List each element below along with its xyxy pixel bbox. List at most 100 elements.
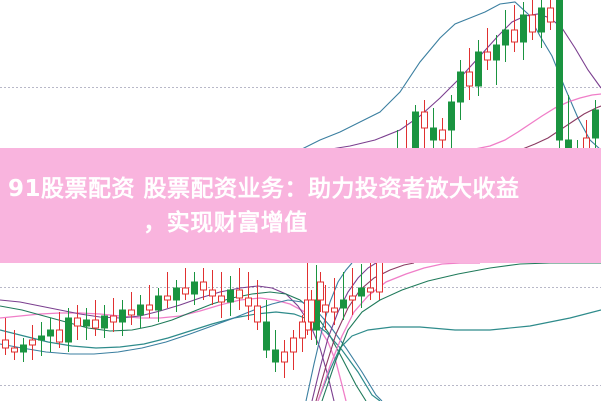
candle-body	[502, 29, 509, 46]
upper-candle-23	[511, 5, 518, 52]
lower-candle-17	[155, 288, 162, 322]
candle-body	[349, 295, 356, 301]
lower-candle-18	[164, 272, 171, 308]
candle-body	[245, 297, 252, 307]
candle-body	[556, 0, 563, 141]
candle-body	[65, 317, 72, 343]
upper-candle-3	[331, 278, 338, 325]
candle-body	[430, 127, 437, 141]
lower-candle-14	[128, 292, 135, 325]
upper-candle-4	[340, 272, 347, 320]
candle-body	[2, 339, 9, 349]
lower-candle-7	[65, 308, 72, 352]
lower-candle-26	[236, 268, 243, 310]
candle-body	[137, 304, 144, 316]
upper-candle-28	[556, 0, 563, 148]
article-title-banner: 91股票配资 股票配资业务：助力投资者放大收益 ，实现财富增值	[0, 148, 601, 263]
upper-candle-6	[358, 264, 365, 308]
candle-body	[182, 287, 189, 295]
lower-candle-15	[137, 295, 144, 328]
candle-body	[367, 287, 374, 293]
candle-body	[538, 7, 545, 33]
upper-candle-2	[322, 285, 329, 330]
candle-body	[236, 289, 243, 299]
candle-body	[308, 299, 315, 323]
upper-candle-20	[484, 28, 491, 70]
lower-candle-9	[83, 308, 90, 340]
ma-line-upper-3	[469, 93, 601, 151]
candle-body	[254, 305, 261, 323]
candle-body	[155, 295, 162, 311]
upper-candle-21	[493, 35, 500, 85]
lower-candle-28	[254, 280, 261, 330]
candle-body	[272, 349, 279, 363]
candle-body	[20, 344, 27, 353]
upper-candle-19	[475, 40, 482, 96]
lower-candle-11	[101, 305, 108, 338]
lower-candle-4	[38, 322, 45, 356]
candle-body	[83, 319, 90, 327]
candle-body	[74, 317, 81, 327]
candle-body	[290, 337, 297, 353]
lower-candle-33	[299, 315, 306, 352]
ma-line-lower-7	[321, 262, 601, 401]
lower-candle-25	[227, 276, 234, 316]
ma-line-upper-4	[519, 105, 601, 151]
lower-candle-23	[209, 270, 216, 305]
candle-body	[218, 295, 225, 303]
lower-candle-5	[47, 318, 54, 352]
lower-candle-24	[218, 272, 225, 318]
candle-body	[92, 319, 99, 329]
candle-body	[466, 71, 473, 87]
lower-candle-3	[29, 325, 36, 360]
lower-candle-21	[191, 272, 198, 305]
candle-body	[547, 7, 554, 23]
candle-body	[511, 29, 518, 43]
upper-candle-27	[547, 0, 554, 30]
candle-body	[592, 109, 599, 139]
lower-candle-35	[317, 272, 324, 312]
lower-candle-10	[92, 300, 99, 336]
upper-candle-5	[349, 268, 356, 315]
lower-candle-31	[281, 340, 288, 378]
candle-body	[110, 315, 117, 323]
lower-candle-32	[290, 330, 297, 370]
lower-candle-12	[110, 298, 117, 332]
ma-line-lower-8	[317, 262, 480, 401]
lower-candle-16	[146, 285, 153, 318]
ma-line-upper-2	[299, 13, 601, 153]
upper-candle-7	[367, 258, 374, 300]
lower-candle-19	[173, 280, 180, 312]
ma-line-lower-11	[305, 262, 353, 401]
upper-candle-13	[421, 100, 428, 150]
upper-candle-18	[466, 48, 473, 100]
candle-body	[448, 101, 455, 131]
candle-body	[493, 44, 500, 61]
title-line-1: 91股票配资 股票配资业务：助力投资者放大收益	[8, 175, 520, 202]
lower-candle-20	[182, 268, 189, 300]
candles-lower-panel	[2, 268, 324, 378]
candle-body	[101, 315, 108, 329]
candle-body	[11, 347, 18, 353]
candle-body	[281, 351, 288, 363]
candle-body	[164, 295, 171, 301]
candle-body	[331, 307, 338, 313]
candle-body	[173, 287, 180, 301]
lower-candle-13	[119, 300, 126, 336]
candle-body	[209, 289, 216, 297]
candle-body	[191, 281, 198, 295]
candle-body	[317, 281, 324, 301]
upper-candle-16	[448, 95, 455, 155]
lower-candle-29	[263, 300, 270, 358]
lower-candle-0	[2, 318, 9, 355]
candle-body	[358, 287, 365, 297]
upper-candle-22	[502, 10, 509, 62]
lower-candle-34	[308, 290, 315, 340]
candle-body	[439, 129, 446, 141]
candle-body	[475, 51, 482, 87]
lower-candle-27	[245, 272, 252, 320]
candle-body	[29, 339, 36, 346]
candle-body	[457, 71, 464, 103]
upper-candle-17	[457, 60, 464, 120]
